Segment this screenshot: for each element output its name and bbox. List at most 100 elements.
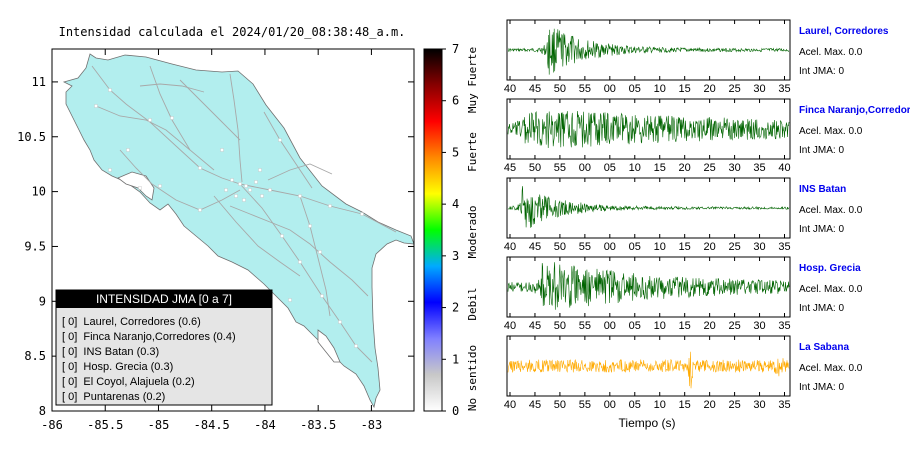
intensity-legend-box: INTENSIDAD JMA [0 a 7] [ 0] Laurel, Corr…	[55, 289, 273, 406]
waveform-x-tick-label: 45	[529, 241, 541, 253]
map-x-tick-label: -85.5	[87, 418, 123, 432]
town-marker	[170, 116, 174, 120]
road	[119, 149, 241, 211]
colorbar-gradient	[423, 48, 443, 412]
station-name: INS Batan	[799, 184, 846, 195]
intensity-legend-title: INTENSIDAD JMA [0 a 7]	[96, 292, 232, 306]
station-name: Hosp. Grecia	[799, 263, 861, 274]
colorbar-ticks: 0 1 2 3 4 5 6 7	[442, 42, 459, 418]
nicoya-inlet-water	[117, 171, 155, 201]
intensity-colorbar: 0 1 2 3 4 5 6 7 No sentido Debil Moderado Fuert…	[423, 42, 479, 418]
waveform-x-tick-label: 10	[654, 320, 666, 332]
waveform-x-tick-label: 30	[753, 399, 765, 411]
waveform-panels: 40 45 50 55 00 05 10 15 20 25 30 35 Laurel, Corredor…	[504, 19, 910, 411]
station-max-accel: Acel. Max. 0.0	[799, 363, 863, 374]
station-jma-intensity: Int JMA: 0	[799, 66, 844, 77]
town-marker	[298, 260, 302, 264]
waveform-trace	[507, 28, 789, 75]
waveform-x-tick-label: 05	[604, 162, 616, 174]
town-marker	[288, 298, 292, 302]
map-panel: -86 -85.5 -85 -84.5 -84 -83.5 -83 11 10.5 10 9.5 9…	[17, 48, 415, 432]
waveform-x-tick-label: 20	[704, 320, 716, 332]
waveform-x-tick-label: 05	[629, 241, 641, 253]
colorbar-tick-label: 5	[452, 145, 459, 159]
waveform-x-tick-label: 45	[529, 399, 541, 411]
waveform-x-tick-label: 10	[629, 162, 641, 174]
waveform-x-tick-label: 40	[504, 399, 516, 411]
road	[263, 111, 313, 189]
waveform-panel: 40 45 50 55 00 05 10 15 20 25 30 35 Laurel, Corredor…	[504, 19, 889, 95]
road	[267, 163, 333, 181]
waveform-trace	[507, 351, 790, 389]
map-x-tick-label: -84.5	[194, 418, 230, 432]
town-marker	[244, 184, 248, 188]
colorbar-label-moderado: Moderado	[466, 206, 479, 259]
waveform-panel: 40 45 50 55 00 05 10 15 20 25 30 35 La Sabana Acel. M…	[504, 335, 863, 411]
town-marker	[224, 188, 228, 192]
waveform-x-tick-label: 15	[654, 162, 666, 174]
map-y-tick-label: 8	[39, 404, 46, 418]
waveform-x-tick-label: 25	[704, 162, 716, 174]
waveform-trace	[507, 186, 790, 228]
waveform-x-tick-label: 20	[704, 399, 716, 411]
waveform-x-tick-label: 35	[778, 241, 790, 253]
colorbar-tick-label: 1	[452, 352, 459, 366]
town-marker	[108, 88, 112, 92]
town-marker	[258, 168, 262, 172]
costa-rica-land	[62, 53, 415, 409]
waveform-x-tick-label: 00	[604, 320, 616, 332]
town-marker	[280, 234, 284, 238]
map-y-tick-label: 9	[39, 294, 46, 308]
town-marker	[158, 184, 162, 188]
road	[239, 183, 373, 363]
town-marker	[260, 194, 264, 198]
town-marker	[198, 166, 202, 170]
waveform-x-tick-label: 55	[579, 241, 591, 253]
golfo-dulce-water	[317, 329, 341, 363]
town-marker	[138, 186, 142, 190]
town-marker	[230, 178, 234, 182]
waveform-x-tick-label: 25	[728, 399, 740, 411]
colorbar-label-debil: Debil	[466, 287, 479, 320]
waveform-x-tick-label: 40	[504, 241, 516, 253]
intensity-legend-header	[56, 290, 272, 308]
waveform-x-tick-label: 35	[778, 320, 790, 332]
waveform-x-axis-label: Tiempo (s)	[619, 416, 676, 430]
station-jma-intensity: Int JMA: 0	[799, 303, 844, 314]
colorbar-tick-label: 0	[452, 404, 459, 418]
waveform-x-tick-label: 00	[604, 241, 616, 253]
colorbar-tick-label: 2	[452, 301, 459, 315]
waveform-x-tick-label: 35	[778, 83, 790, 95]
town-marker	[268, 188, 272, 192]
town-marker	[338, 320, 342, 324]
intensity-legend-item: [ 0] Puntarenas (0.2)	[62, 391, 165, 403]
colorbar-label-fuerte: Fuerte	[466, 132, 479, 172]
town-marker	[108, 168, 112, 172]
station-jma-intensity: Int JMA: 0	[799, 224, 844, 235]
map-y-tick-label: 11	[32, 75, 46, 89]
colorbar-tick-label: 6	[452, 94, 459, 108]
waveform-x-tick-label: 05	[629, 399, 641, 411]
town-marker	[238, 182, 242, 186]
town-marker	[328, 204, 332, 208]
road-network	[91, 65, 397, 363]
waveform-panel: 40 45 50 55 00 05 10 15 20 25 30 35 Hosp. Grecia Acel…	[504, 256, 863, 332]
map-y-tick-label: 10.5	[17, 130, 46, 144]
colorbar-label-no-sentido: No sentido	[466, 345, 479, 411]
waveform-x-tick-label: 45	[529, 320, 541, 332]
waveform-x-tick-label: 55	[579, 399, 591, 411]
waveform-x-tick-label: 05	[629, 83, 641, 95]
town-marker	[94, 104, 98, 108]
map-border	[51, 48, 415, 412]
town-marker	[198, 208, 202, 212]
waveform-x-tick-label: 25	[728, 320, 740, 332]
waveform-x-tick-label: 55	[554, 162, 566, 174]
road	[91, 65, 241, 185]
colorbar-tick-label: 4	[452, 197, 459, 211]
road	[229, 73, 243, 183]
waveform-x-tick-label: 30	[728, 162, 740, 174]
station-name: Laurel, Corredores	[799, 26, 889, 37]
waveform-x-tick-label: 35	[778, 399, 790, 411]
map-y-tick-label: 10	[32, 185, 46, 199]
